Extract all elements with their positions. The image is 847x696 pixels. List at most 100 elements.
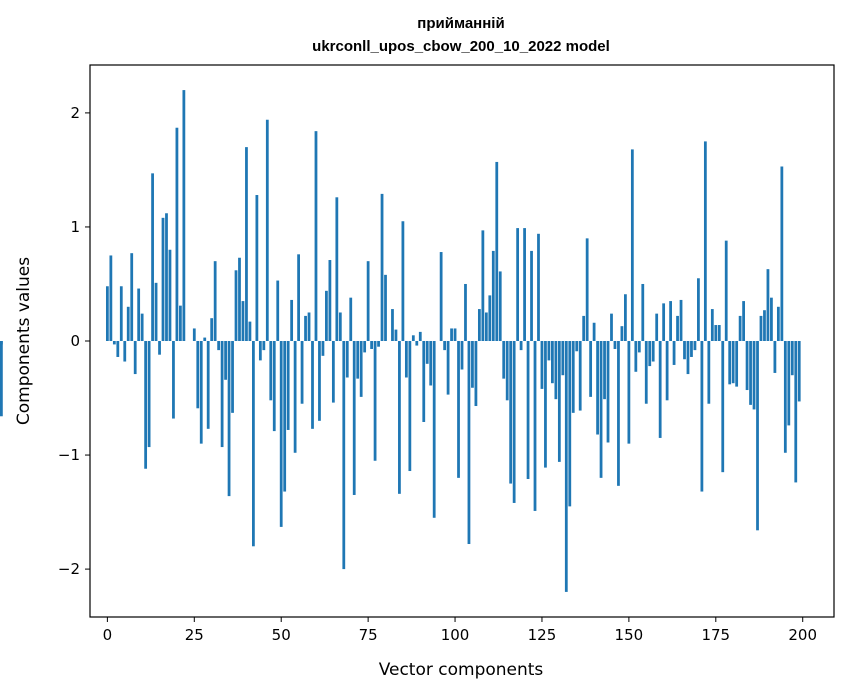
bar <box>498 271 502 341</box>
y-tick-label: −1 <box>58 446 80 464</box>
bar <box>599 341 603 478</box>
bar <box>338 312 342 341</box>
bar <box>585 238 589 341</box>
bar <box>530 250 533 341</box>
x-tick-label: 125 <box>528 626 557 644</box>
bar <box>533 341 537 511</box>
bar <box>158 341 161 355</box>
bar <box>672 341 676 365</box>
bar <box>776 306 780 341</box>
bar <box>234 270 238 341</box>
bar <box>272 341 276 432</box>
bar <box>224 341 227 380</box>
bar <box>766 269 770 341</box>
bar <box>140 313 144 341</box>
bar <box>564 341 568 592</box>
bar <box>144 341 148 469</box>
bar <box>724 240 728 341</box>
bar <box>797 341 801 402</box>
bar <box>686 341 690 375</box>
bar <box>252 341 255 547</box>
bar <box>759 315 763 341</box>
bar <box>756 341 759 531</box>
bar <box>335 197 339 341</box>
bar <box>648 341 652 367</box>
bar <box>787 341 791 426</box>
bar <box>377 341 380 347</box>
bar <box>453 328 457 341</box>
bar <box>199 341 203 444</box>
bar <box>637 341 641 353</box>
bar <box>610 313 613 341</box>
bar <box>151 173 154 341</box>
bar <box>0 341 3 417</box>
bar <box>238 257 241 341</box>
bar <box>314 131 318 341</box>
bar <box>130 253 134 341</box>
bar <box>297 254 300 341</box>
x-axis-ticks: 0 25 50 75 100 125 150 175 200 <box>103 617 817 644</box>
bar <box>721 341 725 473</box>
x-axis-label: Vector components <box>379 660 544 680</box>
bar <box>241 301 245 341</box>
bar <box>738 315 742 341</box>
bar <box>697 278 700 341</box>
bar <box>651 341 655 362</box>
bar <box>196 341 200 409</box>
bar <box>231 341 234 413</box>
bar <box>676 315 679 341</box>
bar <box>279 341 283 527</box>
x-tick-label: 0 <box>103 626 113 644</box>
bar <box>641 283 645 341</box>
bar <box>512 341 516 503</box>
bar <box>432 341 436 518</box>
bar <box>265 119 269 342</box>
bar <box>349 297 353 341</box>
x-tick-label: 50 <box>272 626 291 644</box>
bar <box>717 325 721 341</box>
bar <box>123 341 127 362</box>
bar <box>248 321 252 341</box>
y-tick-label: 0 <box>70 332 80 350</box>
bar-series <box>0 90 801 592</box>
bar <box>283 341 287 492</box>
bar <box>603 341 606 400</box>
bar <box>220 341 224 448</box>
bar <box>617 341 620 486</box>
y-axis-ticks: −2 −1 0 1 2 <box>58 104 90 578</box>
bar <box>457 341 460 478</box>
bar <box>172 341 175 419</box>
bar <box>644 341 648 404</box>
bar <box>471 341 474 388</box>
bar <box>321 341 325 356</box>
bar <box>735 341 739 387</box>
bar <box>477 309 481 341</box>
bar <box>276 280 280 341</box>
bar <box>679 299 683 341</box>
bar <box>154 282 158 341</box>
bar <box>293 341 297 453</box>
bar <box>286 341 290 430</box>
bar <box>345 341 349 378</box>
bar <box>630 149 634 341</box>
bar <box>165 213 168 341</box>
bar <box>443 341 447 351</box>
bar <box>331 341 335 403</box>
bar <box>700 341 704 492</box>
bar <box>450 328 453 341</box>
bar <box>589 341 593 397</box>
bar <box>179 305 182 341</box>
bar <box>669 301 672 341</box>
bar <box>773 341 777 373</box>
bar <box>398 341 401 494</box>
bar <box>561 341 565 376</box>
bar <box>571 341 575 413</box>
x-tick-label: 100 <box>441 626 470 644</box>
bar <box>147 341 151 448</box>
x-tick-label: 175 <box>701 626 730 644</box>
bar <box>655 313 659 341</box>
bar <box>318 341 321 421</box>
bar <box>359 341 363 397</box>
bar <box>523 228 526 341</box>
